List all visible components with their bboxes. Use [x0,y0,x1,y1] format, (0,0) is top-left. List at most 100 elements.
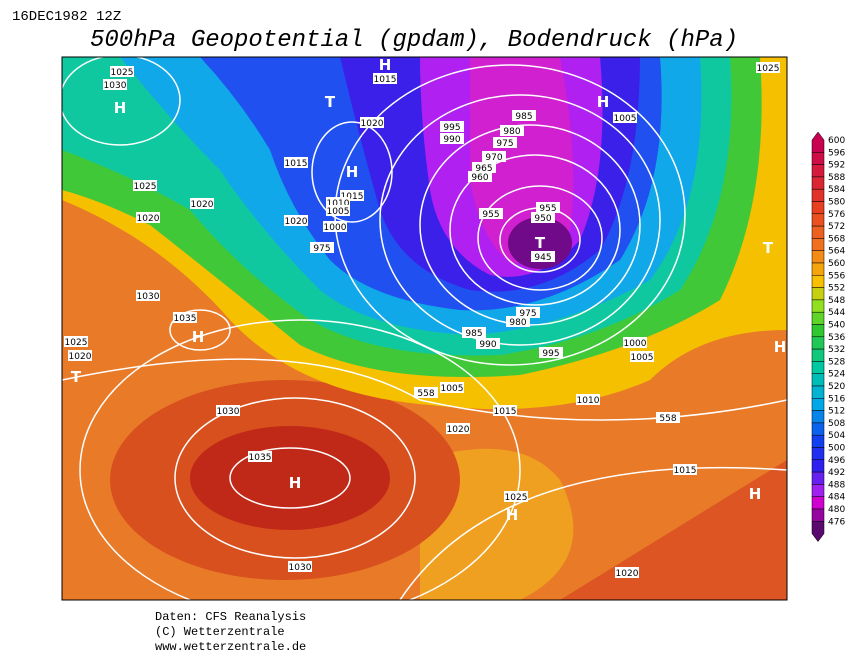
isobar-label-bg [673,464,697,475]
isobar-label-bg [310,242,334,253]
pressure-center: H [289,474,302,492]
isobar-label-bg [440,133,464,144]
isobar-label: 558 [659,414,676,424]
colorbar-cell [811,422,825,436]
colorbar-cell [811,225,825,239]
isobar-label-bg [493,405,517,416]
isobar-label: 1015 [341,192,364,202]
isobar-label-bg [133,180,157,191]
colorbar-cell [811,152,825,165]
colorbar-label: 600 [828,136,845,146]
isobar-label: 1015 [374,75,397,85]
isobar-label-bg [539,347,563,358]
isobar-label: 1020 [137,214,160,224]
colorbar-label: 556 [828,271,845,281]
colorbar-label: 520 [828,382,845,392]
colorbar-label: 580 [828,198,845,208]
isobar-label-bg [323,221,347,232]
isobar-label: 1020 [616,569,639,579]
isobar-label-bg [482,151,506,162]
pressure-center: H [192,328,205,346]
isobar-label: 1020 [361,119,384,129]
isobar-label: 950 [534,214,551,224]
colorbar-cell [811,311,825,325]
isobar-label-bg [68,350,92,361]
isobar-label-bg [504,491,528,502]
isobar-label-bg [440,382,464,393]
colorbar-cell [811,299,825,313]
isobar-label: 955 [539,204,556,214]
footer-line: Daten: CFS Reanalysis [155,610,306,624]
colorbar-label: 492 [828,468,845,478]
isobar-label: 1025 [757,64,780,74]
isobar-label: 1010 [327,199,350,209]
colorbar-label: 592 [828,161,845,171]
isobar-label-bg [656,412,680,423]
colorbar-cell [811,188,825,202]
colorbar-cell [811,447,825,461]
isobar-label-bg [136,290,160,301]
colorbar-cell [811,287,825,301]
title: 500hPa Geopotential (gpdam), Bodendruck … [90,27,738,54]
isobar-label-bg [190,198,214,209]
colorbar-cell [811,496,825,510]
isobar-label: 980 [509,318,526,328]
colorbar-label: 576 [828,210,845,220]
colorbar-cell [811,410,825,424]
colorbar-cell [811,373,825,387]
isobar-label: 558 [417,389,434,399]
colorbar-label: 536 [828,333,845,343]
isobar-label-bg [468,171,492,182]
colorbar-label: 564 [828,247,845,257]
pressure-center: T [763,239,774,257]
isobar-label-bg [340,190,364,201]
colorbar-cell [811,508,825,522]
colorbar-cell [811,213,825,227]
colorbar-label: 588 [828,173,845,183]
isobar-label-bg [248,451,272,462]
colorbar-label: 480 [828,505,845,515]
isobar-label-bg [531,212,555,223]
colorbar: 600 596 592 588 584 580 576 572 568 564 560 556 552 5… [811,131,845,543]
colorbar-cell [811,262,825,276]
colorbar-label: 552 [828,284,845,294]
colorbar-cell [811,398,825,411]
colorbar-label: 540 [828,321,845,331]
isobar-label: 1030 [289,563,312,573]
colorbar-label: 504 [828,431,845,441]
colorbar-cell [811,131,825,153]
pressure-center: H [379,56,392,74]
isobar-label-bg [500,125,524,136]
isobar-label-bg [103,79,127,90]
isobar-label: 1015 [285,159,308,169]
colorbar-label: 476 [828,517,845,527]
colorbar-label: 488 [828,480,845,490]
isobar-label: 1005 [327,207,350,217]
isobar-label: 995 [542,349,559,359]
isobar-label-bg [326,197,350,208]
isobar-label: 1000 [324,223,347,233]
isobar-label: 1035 [174,314,197,324]
isobar-label: 965 [475,164,492,174]
isobar-label: 1015 [494,407,517,417]
footer-line: www.wetterzentrale.de [155,640,306,654]
isobar-label: 1025 [111,68,134,78]
isobar-label: 1025 [505,493,528,503]
colorbar-cell [811,484,825,497]
isobar-label-bg [288,561,312,572]
isobar-label-bg [173,312,197,323]
colorbar-label: 596 [828,148,845,158]
isobar-label-bg [136,212,160,223]
colorbar-cell [811,336,825,350]
isobar-label-bg [476,338,500,349]
isobar-label: 955 [482,210,499,220]
isobar-label: 1025 [65,338,88,348]
isobar-label-bg [110,66,134,77]
isobar-label-bg [613,112,637,123]
pressure-center: H [597,93,610,111]
isobar-label: 1020 [447,425,470,435]
isobar-label: 975 [313,244,330,254]
isobar-label-bg [373,73,397,84]
colorbar-label: 548 [828,296,845,306]
isobar-label: 980 [503,127,520,137]
